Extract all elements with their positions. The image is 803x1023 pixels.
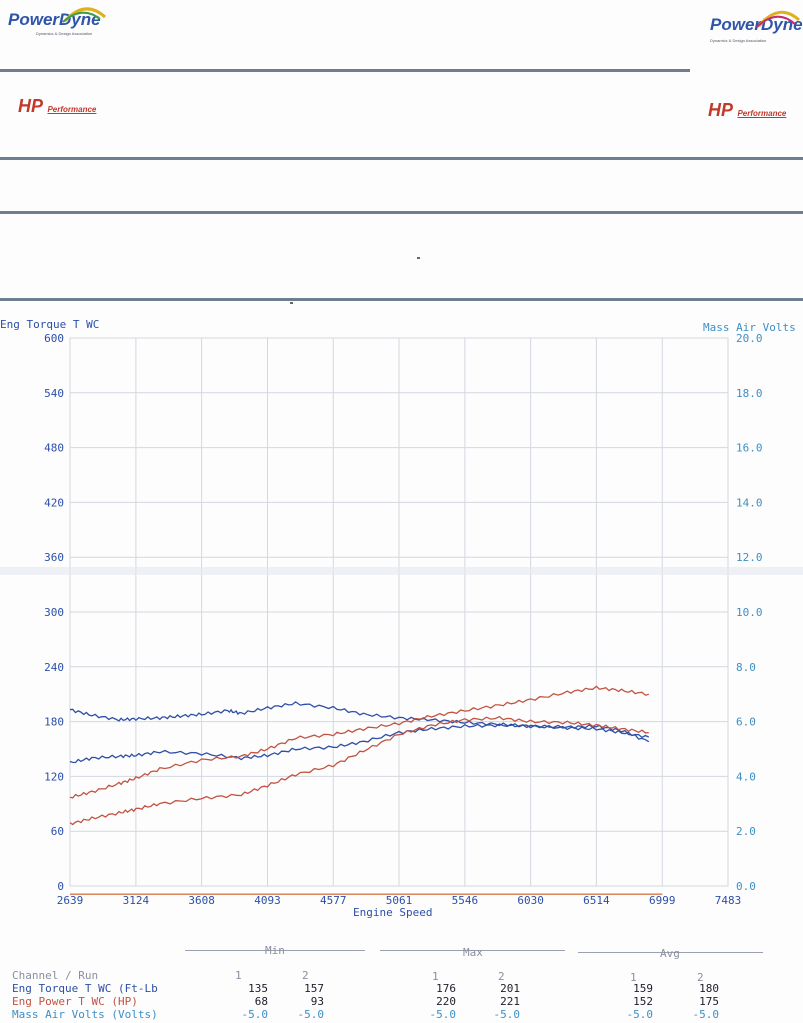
x-tick-label: 6999	[649, 894, 676, 907]
divider-line	[0, 69, 690, 72]
y-left-tick-label: 0	[57, 880, 64, 893]
y-left-tick-label: 360	[44, 551, 64, 564]
y-right-tick-label: 16.0	[736, 442, 763, 455]
y-right-tick-label: 10.0	[736, 606, 763, 619]
stat-row-label: Eng Torque T WC (Ft-Lb	[12, 982, 158, 995]
x-tick-label: 2639	[57, 894, 84, 907]
stat-value-min1: 68	[254, 995, 268, 1008]
x-tick-label: 4093	[254, 894, 281, 907]
powerdyne-tagline-left: Dynamics & Design Association	[36, 31, 93, 36]
stat-value-min2: 157	[304, 982, 324, 995]
x-tick-label: 5061	[386, 894, 413, 907]
powerdyne-logo-text: PowerDyne	[8, 10, 101, 29]
hp-logo-sub: Performance	[47, 105, 97, 114]
stat-value-max2: 201	[500, 982, 520, 995]
x-tick-label: 7483	[715, 894, 742, 907]
y-left-tick-label: 300	[44, 606, 64, 619]
divider-line	[0, 211, 803, 214]
run-header: 2	[697, 971, 704, 984]
y-right-tick-label: 0.0	[736, 880, 756, 893]
series-line-1	[69, 701, 650, 739]
stat-value-max2: -5.0	[493, 1008, 521, 1021]
series-line-3	[69, 715, 649, 826]
stat-header-avg: Avg	[660, 947, 680, 960]
divider-line	[0, 298, 803, 301]
y-right-tick-label: 8.0	[736, 661, 756, 674]
stat-value-avg1: -5.0	[626, 1008, 654, 1021]
powerdyne-logo-left: PowerDyne	[8, 10, 101, 30]
stat-group-rule	[578, 952, 763, 953]
x-tick-label: 4577	[320, 894, 347, 907]
stat-value-min1: -5.0	[241, 1008, 269, 1021]
series-line-4	[69, 685, 649, 799]
run-header: 1	[630, 971, 637, 984]
y-left-tick-label: 600	[44, 332, 64, 345]
channel-run-header: Channel / Run	[12, 969, 99, 982]
stat-value-min1: 135	[248, 982, 268, 995]
x-tick-label: 6030	[517, 894, 544, 907]
run-header: 1	[235, 969, 242, 982]
y-left-tick-label: 120	[44, 770, 64, 783]
powerdyne-logo-right: PowerDyne	[710, 15, 803, 35]
stat-value-max1: -5.0	[429, 1008, 457, 1021]
x-tick-label: 5546	[452, 894, 479, 907]
stat-row-label: Mass Air Volts (Volts)	[12, 1008, 158, 1021]
powerdyne-logo-text: PowerDyne	[710, 15, 803, 34]
run-header: 2	[302, 969, 309, 982]
y-right-tick-label: 4.0	[736, 770, 756, 783]
stat-value-avg2: 180	[699, 982, 719, 995]
y-right-tick-label: 12.0	[736, 551, 763, 564]
powerdyne-arc-icon	[756, 10, 801, 28]
series-line-2	[69, 723, 650, 764]
y-right-axis-title: Mass Air Volts	[703, 321, 796, 334]
hp-logo-mark: HP	[708, 100, 734, 120]
stat-group-rule	[380, 950, 565, 951]
y-left-tick-label: 240	[44, 661, 64, 674]
y-left-tick-label: 420	[44, 496, 64, 509]
y-left-tick-label: 480	[44, 442, 64, 455]
hp-logo-mark: HP	[18, 96, 44, 116]
dyno-chart: 2639 3124 3608 4093 4577 5061 5546 6030 6514 6999…	[0, 332, 803, 907]
stat-group-rule	[185, 950, 365, 951]
y-right-tick-label: 2.0	[736, 825, 756, 838]
stat-value-min2: 93	[310, 995, 324, 1008]
stat-value-max1: 176	[436, 982, 456, 995]
hp-performance-logo-left: HP Performance	[18, 96, 96, 117]
stat-value-avg1: 159	[633, 982, 653, 995]
y-right-tick-label: 20.0	[736, 332, 763, 345]
stat-value-avg2: -5.0	[692, 1008, 720, 1021]
hp-performance-logo-right: HP Performance	[708, 100, 786, 121]
x-tick-label: 6514	[583, 894, 610, 907]
powerdyne-arc-icon	[62, 7, 107, 23]
scan-artifact	[0, 566, 803, 575]
stat-value-avg2: 175	[699, 995, 719, 1008]
x-axis-title: Engine Speed	[353, 906, 433, 919]
y-right-tick-label: 6.0	[736, 716, 756, 729]
y-left-axis-title: Eng Torque T WC	[0, 318, 100, 331]
stat-value-max2: 221	[500, 995, 520, 1008]
speck	[290, 302, 293, 304]
y-left-tick-label: 180	[44, 716, 64, 729]
stat-value-min2: -5.0	[297, 1008, 325, 1021]
powerdyne-tagline-right: Dynamics & Design Association	[710, 38, 767, 43]
y-left-tick-label: 60	[51, 825, 64, 838]
stat-header-min: Min	[265, 944, 285, 957]
x-tick-label: 3608	[188, 894, 215, 907]
divider-line	[0, 157, 803, 160]
y-left-tick-label: 540	[44, 387, 64, 400]
run-header: 1	[432, 970, 439, 983]
x-tick-label: 3124	[123, 894, 150, 907]
speck	[417, 257, 420, 259]
stat-value-max1: 220	[436, 995, 456, 1008]
stat-header-max: Max	[463, 946, 483, 959]
stats-table: Min Max Avg Channel / Run 1 2 1 2 1 2 En…	[0, 940, 803, 1023]
run-header: 2	[498, 970, 505, 983]
y-right-tick-label: 18.0	[736, 387, 763, 400]
y-right-tick-label: 14.0	[736, 496, 763, 509]
hp-logo-sub: Performance	[737, 109, 787, 118]
stat-row-label: Eng Power T WC (HP)	[12, 995, 138, 1008]
stat-value-avg1: 152	[633, 995, 653, 1008]
